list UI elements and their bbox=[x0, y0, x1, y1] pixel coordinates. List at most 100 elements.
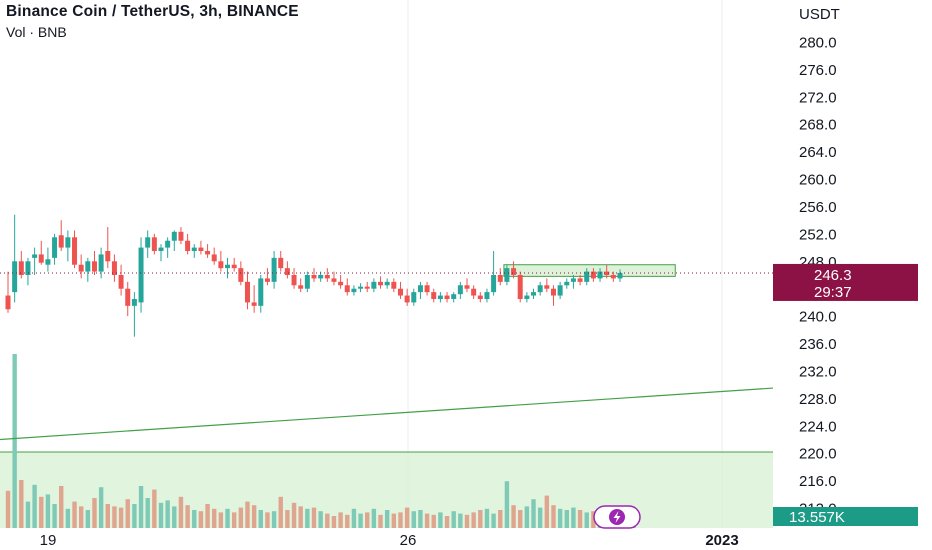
candle-down bbox=[105, 251, 111, 262]
candle-down bbox=[125, 288, 131, 306]
volume-bar bbox=[12, 354, 17, 528]
candle-down bbox=[58, 235, 64, 248]
candle-up bbox=[537, 285, 543, 293]
volume-bar bbox=[172, 506, 177, 528]
volume-bar bbox=[591, 511, 596, 528]
candle-up bbox=[12, 261, 18, 293]
volume-bar bbox=[118, 507, 124, 528]
volume-bar bbox=[238, 507, 244, 528]
candle-down bbox=[397, 288, 403, 296]
candle-up bbox=[417, 285, 423, 293]
candle-down bbox=[251, 302, 257, 306]
candle-down bbox=[78, 264, 84, 272]
volume-bar bbox=[45, 494, 51, 528]
axis-unit-label: USDT bbox=[799, 6, 840, 23]
candle-up bbox=[584, 271, 590, 282]
candle-down bbox=[511, 268, 517, 275]
candle-up bbox=[225, 264, 231, 269]
candle-up bbox=[457, 285, 463, 295]
candle-down bbox=[550, 288, 556, 296]
volume-bar bbox=[185, 505, 190, 528]
candle-down bbox=[424, 285, 430, 293]
candle-down bbox=[610, 275, 616, 279]
candle-up bbox=[564, 281, 570, 286]
candle-down bbox=[364, 286, 370, 289]
volume-bar bbox=[298, 506, 303, 528]
lightning-icon[interactable] bbox=[593, 505, 641, 529]
volume-bar bbox=[98, 487, 104, 528]
candle-up bbox=[557, 285, 563, 296]
ascending-trendline[interactable] bbox=[0, 387, 774, 441]
volume-bar bbox=[398, 512, 403, 528]
volume-bar bbox=[378, 514, 383, 528]
volume-bar bbox=[305, 508, 310, 528]
candle-down bbox=[431, 292, 437, 299]
candle-down bbox=[464, 285, 470, 289]
volume-bar bbox=[65, 508, 71, 528]
candle-down bbox=[497, 275, 503, 282]
volume-bar bbox=[291, 502, 297, 528]
resistance-zone[interactable] bbox=[503, 264, 676, 277]
candle-up bbox=[131, 298, 137, 306]
grid bbox=[407, 0, 723, 528]
volume-bar bbox=[351, 508, 357, 528]
volume-bar bbox=[158, 502, 164, 528]
volume-bar bbox=[511, 505, 516, 528]
price-tick-label: 220.0 bbox=[799, 446, 837, 463]
candle-up bbox=[65, 237, 71, 248]
volume-bar bbox=[92, 498, 97, 528]
volume-bar bbox=[365, 512, 370, 528]
time-tick-label: 2023 bbox=[705, 532, 738, 549]
volume-bar bbox=[25, 501, 31, 528]
volume-bar bbox=[384, 510, 390, 528]
volume-bar bbox=[311, 507, 317, 528]
volume-bar bbox=[105, 504, 110, 528]
volume-bar bbox=[205, 504, 210, 528]
candle-down bbox=[590, 271, 596, 279]
resistance-zone-box[interactable] bbox=[503, 264, 676, 277]
volume-bar bbox=[431, 514, 436, 528]
time-axis[interactable]: 19 26 2023 bbox=[0, 528, 773, 550]
volume-bar bbox=[132, 504, 137, 528]
volume-bar bbox=[571, 507, 576, 528]
candle-down bbox=[72, 237, 78, 265]
price-tick-label: 272.0 bbox=[799, 89, 837, 106]
bar-countdown: 29:37 bbox=[814, 284, 852, 301]
candle-down bbox=[151, 237, 157, 252]
price-tick-label: 232.0 bbox=[799, 363, 837, 380]
candle-up bbox=[371, 281, 377, 289]
volume-bar bbox=[498, 510, 503, 528]
last-price-value: 246.3 bbox=[814, 267, 852, 284]
candle-up bbox=[191, 247, 197, 252]
volume-bar bbox=[59, 486, 64, 528]
trendline[interactable] bbox=[0, 387, 774, 441]
volume-bar bbox=[557, 508, 563, 528]
price-tick-label: 280.0 bbox=[799, 35, 837, 52]
candle-down bbox=[264, 278, 270, 282]
volume-bar bbox=[444, 516, 450, 528]
volume-bar bbox=[19, 480, 24, 528]
volume-bar bbox=[178, 496, 184, 528]
volume-bar bbox=[537, 507, 543, 528]
time-tick-label: 19 bbox=[40, 532, 57, 549]
candle-down bbox=[238, 268, 244, 282]
price-tick-label: 276.0 bbox=[799, 62, 837, 79]
price-tick-label: 260.0 bbox=[799, 172, 837, 189]
volume-bar bbox=[245, 501, 250, 528]
candle-down bbox=[544, 285, 550, 289]
volume-bar bbox=[72, 501, 77, 528]
candle-down bbox=[471, 288, 477, 296]
candle-down bbox=[404, 295, 410, 303]
candle-down bbox=[311, 275, 317, 279]
volume-indicator-label[interactable]: Vol · BNB bbox=[6, 24, 67, 40]
candle-up bbox=[491, 275, 497, 293]
candle-up bbox=[411, 292, 417, 303]
candle-down bbox=[211, 254, 217, 262]
candle-up bbox=[524, 295, 530, 299]
time-axis-background bbox=[0, 528, 773, 550]
price-tick-label: 252.0 bbox=[799, 226, 837, 243]
candle-down bbox=[278, 257, 284, 269]
volume-bar bbox=[424, 513, 430, 528]
volume-bar bbox=[564, 510, 569, 528]
